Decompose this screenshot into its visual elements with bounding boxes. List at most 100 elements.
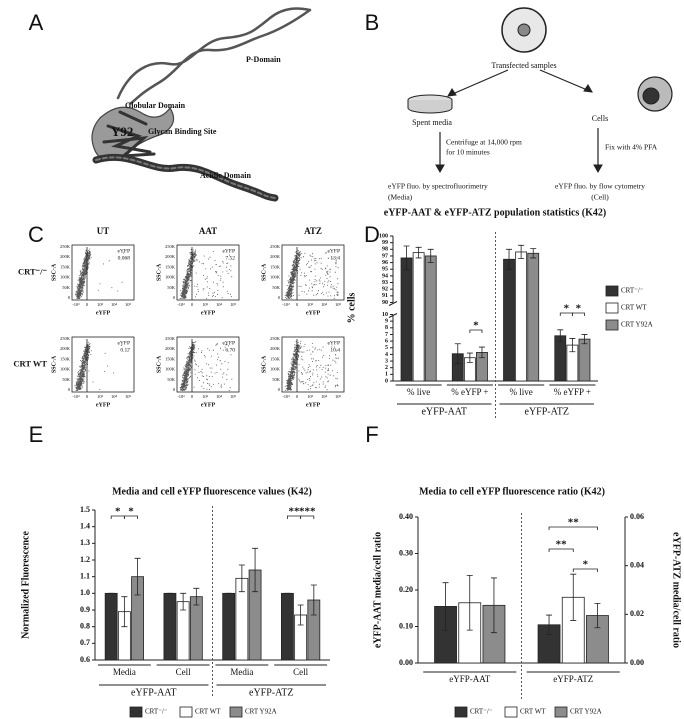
y-tick-label: 0.20 — [399, 585, 413, 594]
bar — [400, 257, 413, 382]
y-tick-label: 0 — [68, 387, 71, 392]
y-tick-label: 200K — [165, 346, 176, 351]
y-tick-label: 100K — [165, 275, 176, 280]
gate-label: eYFP — [327, 340, 340, 346]
legend-swatch — [229, 706, 243, 718]
gate-value: 13.4 — [330, 255, 340, 261]
x-tick-label: 10⁴ — [111, 394, 118, 399]
helix-turns — [95, 156, 276, 199]
y-axis-label: SSC-A — [51, 355, 57, 373]
y-tick-label: 99 — [382, 240, 388, 246]
row-label: CRT WT — [13, 358, 47, 368]
y-axis-label: SSC-A — [51, 263, 57, 281]
workflow-text: for 10 minutes — [446, 148, 490, 157]
gate-label: eYFP — [117, 340, 130, 346]
error-bar — [466, 352, 473, 363]
y-tick-label: 7 — [385, 332, 388, 338]
x-tick-label: eYFP-AAT — [449, 674, 491, 684]
p-domain-ribbon — [116, 7, 312, 106]
y-tick-label: 0 — [68, 295, 71, 300]
workflow-text: Centrifuge at 14,000 rpm — [446, 138, 522, 147]
error-bar — [454, 343, 461, 365]
y2-tick-label: 0.06 — [630, 512, 644, 521]
x-tick-label: Cell — [293, 667, 308, 677]
x-tick-label: % live — [407, 387, 430, 397]
error-bar — [518, 244, 525, 260]
error-bar — [252, 547, 259, 593]
gate-value: 0.068 — [118, 255, 131, 261]
workflow-text: eYFP fluo. by spectrofluorimetry — [388, 182, 488, 191]
group-label: eYFP-ATZ — [249, 687, 293, 698]
x-axis-label: eYFP — [201, 402, 216, 408]
x-tick-label: -10³ — [177, 302, 185, 307]
legend-swatch — [605, 302, 619, 314]
x-tick-label: -10³ — [177, 394, 185, 399]
error-bar — [427, 248, 434, 263]
significance-label: * — [583, 559, 589, 571]
x-tick-label: 10⁵ — [335, 394, 342, 399]
gate-label: eYFP — [117, 248, 130, 254]
bar — [189, 596, 203, 661]
significance-label: * — [128, 506, 134, 518]
y-tick-label: 200K — [270, 254, 281, 259]
x-axis-label: eYFP — [306, 402, 321, 408]
workflow-text: (Cell) — [591, 193, 609, 202]
bar — [222, 592, 236, 661]
x-tick-label: 10³ — [202, 394, 209, 399]
bar — [163, 592, 177, 661]
significance-label: ** — [289, 506, 301, 518]
y-tick-label: 100 — [379, 233, 388, 239]
arrowhead — [593, 164, 603, 174]
axis-break — [388, 301, 398, 318]
y-tick-label: 150K — [165, 356, 176, 361]
y-tick-label: 150K — [60, 356, 71, 361]
x-tick-label: 10⁵ — [230, 394, 237, 399]
gate-value: 0.17 — [120, 347, 130, 353]
arrowhead — [435, 164, 445, 174]
x-tick-label: 10³ — [307, 302, 314, 307]
y2-tick-label: 0.00 — [630, 658, 644, 667]
x-tick-label: -10³ — [282, 302, 290, 307]
x-axis-label: eYFP — [96, 402, 111, 408]
y-tick-label: 93 — [382, 280, 388, 286]
y-tick-label: 1.5 — [80, 505, 90, 514]
legend-label: CRT Y92A — [245, 708, 277, 716]
error-bar — [478, 346, 485, 359]
legend-swatch — [454, 706, 468, 718]
y-tick-label: 5 — [385, 345, 388, 351]
x-tick-label: 10³ — [97, 394, 104, 399]
error-bar — [490, 577, 497, 634]
significance-label: * — [564, 303, 570, 315]
bar — [554, 335, 567, 382]
workflow-text: Spent media — [412, 118, 452, 127]
significance-bracket — [572, 568, 598, 572]
y-tick-label: 150K — [165, 264, 176, 269]
x-tick-label: 10⁴ — [216, 394, 223, 399]
significance-bracket — [571, 312, 585, 316]
event-dots — [179, 249, 233, 299]
significance-bracket — [548, 526, 598, 530]
y-tick-label: 0.10 — [399, 621, 413, 630]
chart-title: eYFP-AAT & eYFP-ATZ population statistic… — [384, 207, 607, 218]
x-tick-label: 0 — [86, 302, 89, 307]
error-bar — [546, 614, 553, 635]
residue-label: Y92 — [111, 124, 133, 139]
error-bar — [134, 557, 141, 596]
x-axis-label: eYFP — [306, 310, 321, 316]
y-tick-label: 98 — [382, 247, 388, 253]
y-tick-label: 50K — [272, 285, 281, 290]
y-tick-label: 50K — [167, 285, 176, 290]
arrowhead — [583, 84, 593, 93]
workflow-text: (Media) — [388, 193, 413, 202]
x-tick-label: -10³ — [282, 394, 290, 399]
y-axis-label: SSC-A — [261, 263, 267, 281]
x-tick-label: -10³ — [72, 302, 80, 307]
y-tick-label: 10 — [382, 312, 388, 318]
y-tick-label: 0.6 — [80, 655, 90, 664]
y-tick-label: 0.30 — [399, 548, 413, 557]
y-tick-label: 1.4 — [80, 521, 90, 530]
x-tick-label: 0 — [191, 394, 194, 399]
x-tick-label: 0 — [191, 302, 194, 307]
y-tick-label: 1 — [385, 372, 388, 378]
